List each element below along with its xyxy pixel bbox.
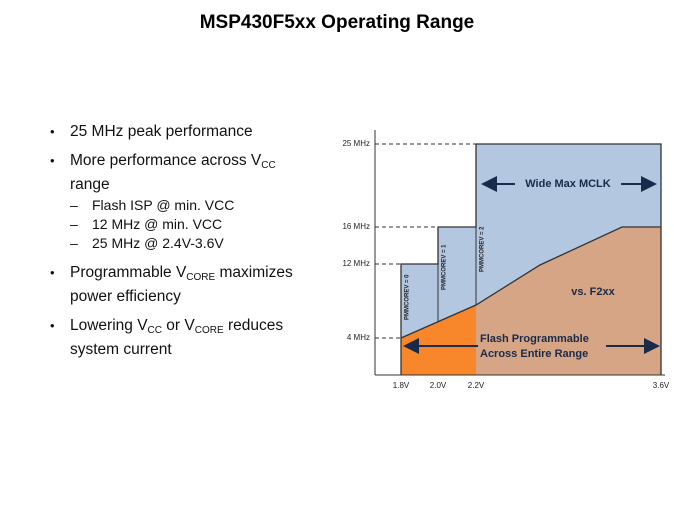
bullet: More performance across VCC range Flash … xyxy=(48,151,308,253)
slide-title: MSP430F5xx Operating Range xyxy=(199,12,475,33)
bullet-text: reduces system current xyxy=(70,317,284,358)
x-label: 2.2V xyxy=(468,381,485,390)
label-bg xyxy=(515,176,621,192)
x-label: 2.0V xyxy=(430,381,447,390)
compare-label: vs. F2xx xyxy=(571,286,615,298)
subscript: CORE xyxy=(186,272,216,283)
flash-label: Flash Programmable xyxy=(480,333,589,345)
bullet-text: Programmable V xyxy=(70,264,187,281)
bullet-text: maximizes power efficiency xyxy=(70,264,293,305)
y-label: 12 MHz xyxy=(342,259,370,268)
bullet: Lowering VCC or VCORE reduces system cur… xyxy=(48,316,308,359)
sub-list: Flash ISP @ min. VCC 12 MHz @ min. VCC 2… xyxy=(70,196,308,253)
bullet-text: range xyxy=(70,176,110,193)
bullet: Programmable VCORE maximizes power effic… xyxy=(48,263,308,306)
bullet-text: or V xyxy=(162,317,195,334)
subscript: CC xyxy=(261,160,276,171)
subscript: CORE xyxy=(194,325,224,336)
x-label: 1.8V xyxy=(393,381,410,390)
wide-label: Wide Max MCLK xyxy=(525,178,611,190)
sub-bullet: 25 MHz @ 2.4V-3.6V xyxy=(70,234,308,253)
bullet-text: 25 MHz peak performance xyxy=(70,123,253,140)
bullet-list: 25 MHz peak performance More performance… xyxy=(48,122,308,369)
bullet-text: Lowering V xyxy=(70,317,148,334)
guides xyxy=(375,143,476,339)
y-label: 16 MHz xyxy=(342,222,370,231)
level-label: PMMCOREV = 0 xyxy=(405,274,411,320)
x-label: 3.6V xyxy=(653,381,670,390)
label-bg xyxy=(478,332,606,362)
step-outline xyxy=(400,143,662,375)
f2xx-line xyxy=(400,226,661,339)
sub-bullet: Flash ISP @ min. VCC xyxy=(70,196,308,215)
subscript: CC xyxy=(147,325,162,336)
flash-label: Across Entire Range xyxy=(480,348,588,360)
bullet: 25 MHz peak performance xyxy=(48,122,308,141)
bullet-text: More performance across V xyxy=(70,152,262,169)
sub-bullet: 12 MHz @ min. VCC xyxy=(70,215,308,234)
y-label: 25 MHz xyxy=(342,139,370,148)
y-label: 4 MHz xyxy=(347,333,370,342)
level-label: PMMCOREV = 1 xyxy=(442,244,448,290)
level-label: PMMCOREV = 2 xyxy=(480,226,486,272)
